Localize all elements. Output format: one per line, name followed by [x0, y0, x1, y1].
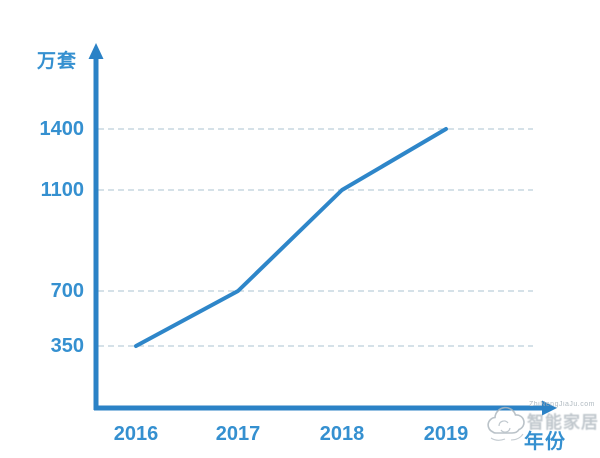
- y-tick-label-1400: 1400: [39, 118, 85, 140]
- y-tick-label-350: 350: [50, 335, 84, 357]
- axes: [88, 43, 557, 416]
- x-tick-label-2019: 2019: [423, 423, 469, 445]
- data-series-line: [134, 127, 448, 348]
- x-tick-label-2016: 2016: [113, 423, 159, 445]
- y-tick-label-1100: 1100: [40, 179, 84, 201]
- y-tick-label-700: 700: [50, 280, 84, 302]
- x-axis-title: 年份: [524, 431, 566, 453]
- gridlines: [98, 128, 533, 347]
- y-axis-title: 万套: [37, 51, 78, 72]
- x-tick-label-2017: 2017: [215, 423, 261, 445]
- x-tick-label-2018: 2018: [319, 423, 365, 445]
